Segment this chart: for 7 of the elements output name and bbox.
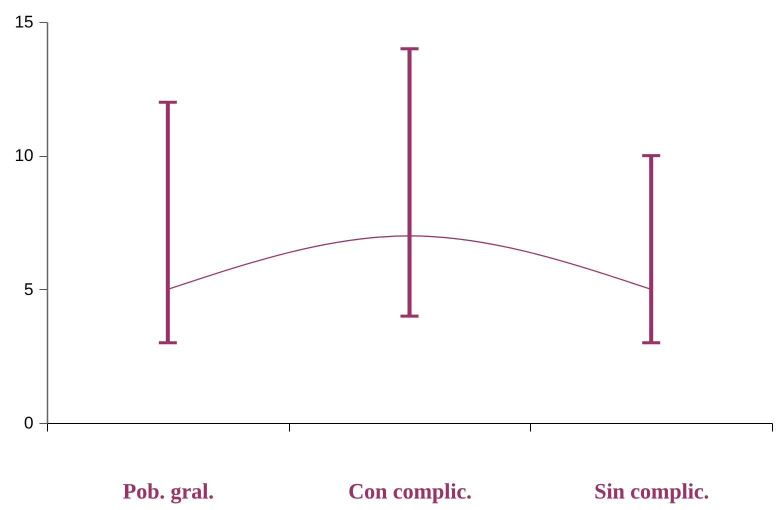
x-tick-label: Con complic.: [348, 478, 472, 504]
y-tick-label: 5: [24, 280, 34, 299]
y-tick-label: 0: [24, 414, 34, 432]
y-tick-label: 10: [14, 146, 34, 166]
y-tick-label: 15: [14, 12, 34, 32]
x-tick-label: Pob. gral.: [122, 478, 214, 504]
x-tick-label: Sin complic.: [594, 478, 710, 504]
